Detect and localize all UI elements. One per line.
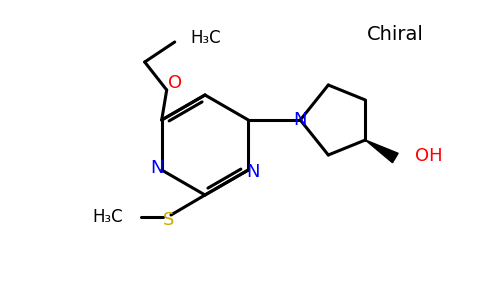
- Text: H₃C: H₃C: [191, 29, 221, 47]
- Text: OH: OH: [415, 147, 443, 165]
- Text: N: N: [294, 111, 307, 129]
- Text: S: S: [163, 211, 175, 229]
- Text: H₃C: H₃C: [92, 208, 123, 226]
- Text: Chiral: Chiral: [366, 26, 424, 44]
- Text: N: N: [246, 163, 260, 181]
- Text: N: N: [150, 159, 164, 177]
- Polygon shape: [365, 140, 398, 163]
- Text: O: O: [167, 74, 182, 92]
